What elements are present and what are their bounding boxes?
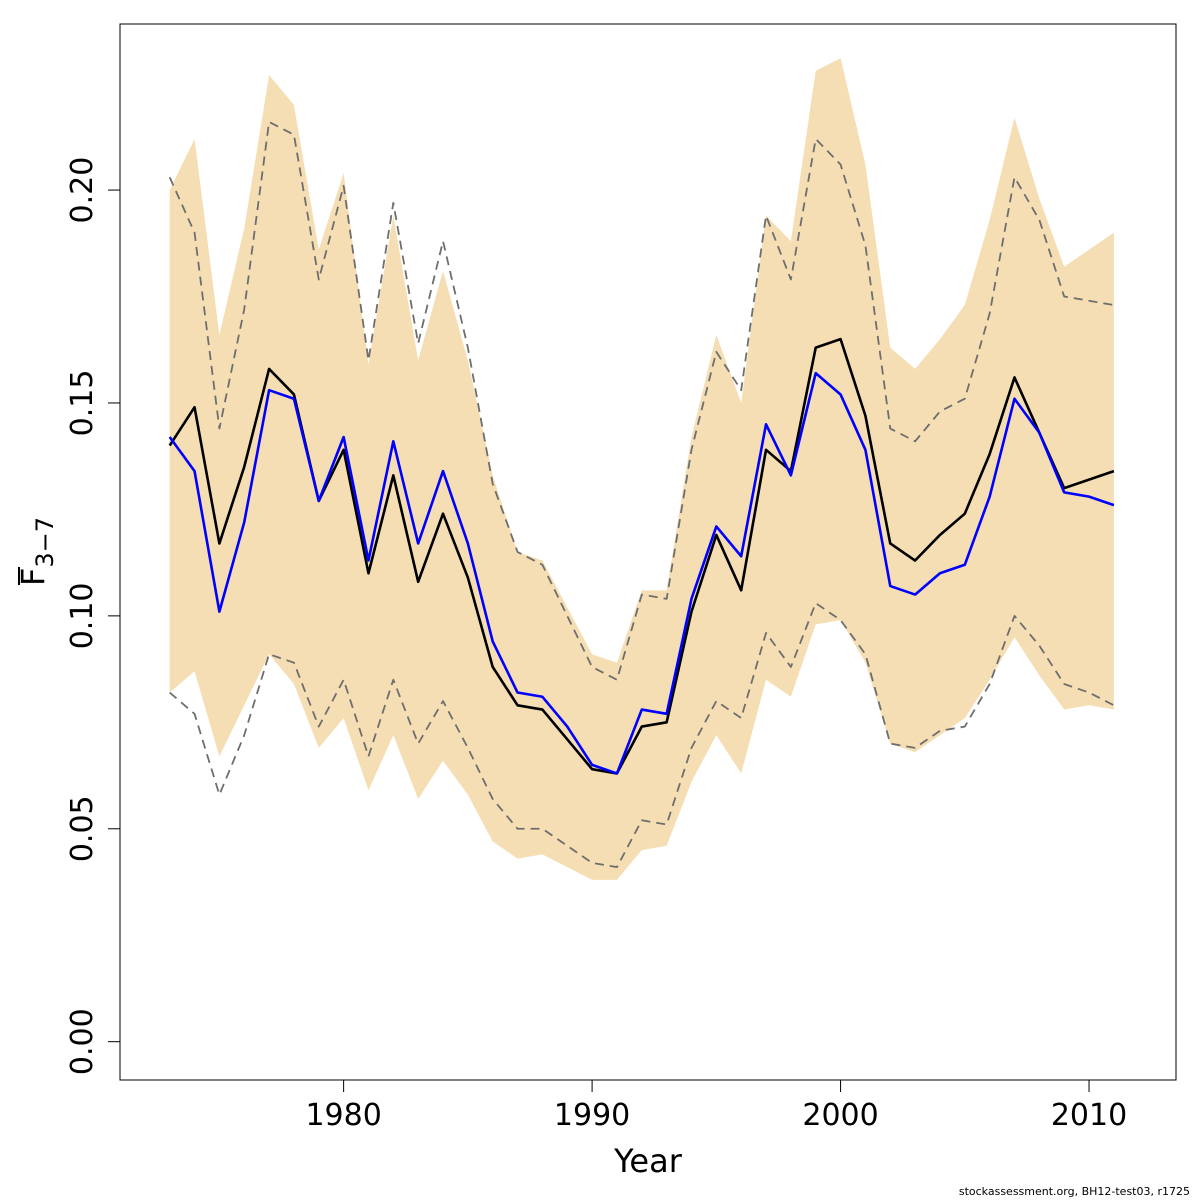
confidence-band-area [169,58,1114,880]
y-tick-label: 0.15 [65,370,100,437]
y-tick-label: 0.20 [65,157,100,224]
y-tick-label: 0.10 [65,582,100,649]
y-axis-title-subscript: 3−7 [31,517,59,568]
footer-credit: stockassessment.org, BH12-test03, r1725 [958,1185,1190,1198]
y-tick-label: 0.00 [65,1008,100,1075]
x-tick-label: 1980 [305,1098,381,1133]
svg-text:F3−7: F3−7 [14,517,59,586]
y-axis-title: F3−7 [14,517,59,586]
y-tick-label: 0.05 [65,795,100,862]
confidence-band [169,58,1114,880]
x-tick-label: 2000 [802,1098,878,1133]
axes: 1980 1990 2000 2010 0.00 0.05 0.10 0.15 0.20 [65,157,1127,1133]
series-line-1 [168,337,1115,775]
x-tick-label: 2010 [1051,1098,1127,1133]
series-lines [168,121,1115,868]
x-tick-label: 1990 [554,1098,630,1133]
series-line-3 [168,121,1115,681]
x-axis-title: Year [613,1142,683,1180]
series-line-2 [168,371,1115,775]
y-axis-title-main: F [14,568,52,586]
series-line-4 [169,602,1115,868]
